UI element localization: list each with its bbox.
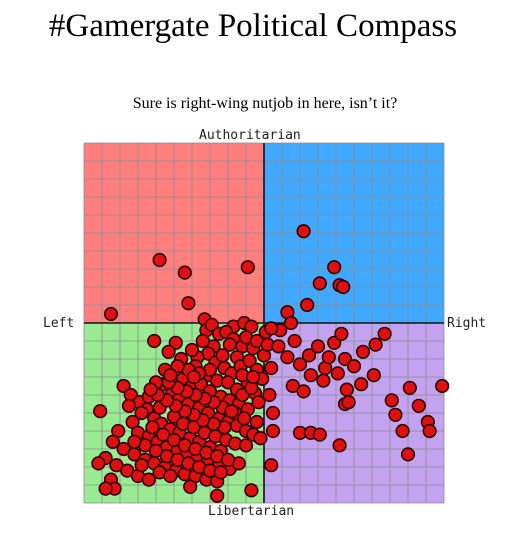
data-point xyxy=(316,373,331,388)
data-point xyxy=(244,483,259,498)
data-point xyxy=(220,452,236,467)
data-point xyxy=(163,368,178,383)
data-point xyxy=(354,377,369,392)
data-point xyxy=(163,468,178,484)
data-point xyxy=(145,420,160,435)
data-point xyxy=(143,382,158,397)
data-point xyxy=(127,434,142,449)
data-point xyxy=(327,260,342,275)
data-point xyxy=(337,351,353,367)
data-point xyxy=(280,350,295,365)
data-point xyxy=(177,265,192,280)
data-point xyxy=(152,252,167,268)
data-points xyxy=(91,224,450,503)
data-point xyxy=(388,407,403,422)
data-point xyxy=(292,357,308,372)
data-point xyxy=(265,405,281,421)
data-point xyxy=(312,276,327,291)
data-point xyxy=(210,488,225,503)
data-point xyxy=(141,472,156,487)
data-point xyxy=(312,427,327,442)
data-point xyxy=(105,434,120,449)
data-point xyxy=(271,339,286,354)
data-point xyxy=(435,378,450,394)
axis-label-authoritarian: Authoritarian xyxy=(199,128,301,143)
data-point xyxy=(265,423,281,439)
data-point xyxy=(332,438,347,453)
data-point xyxy=(204,317,219,332)
data-point xyxy=(355,344,371,359)
data-point xyxy=(296,224,311,239)
data-point xyxy=(321,350,336,365)
data-point xyxy=(237,411,252,426)
data-point xyxy=(301,348,317,363)
data-point xyxy=(181,296,196,311)
data-point xyxy=(264,360,279,376)
data-point xyxy=(366,368,381,383)
data-point xyxy=(186,369,201,385)
data-point xyxy=(168,335,183,350)
data-point xyxy=(213,465,228,480)
chart-subtitle: Sure is right-wing nutjob in here, isn’t… xyxy=(132,95,398,112)
data-point xyxy=(384,393,399,408)
axis-label-right: Right xyxy=(447,316,487,331)
axis-label-left: Left xyxy=(43,316,75,331)
data-point xyxy=(402,380,417,395)
data-point xyxy=(183,479,198,494)
data-point xyxy=(253,431,268,446)
data-point xyxy=(341,395,356,410)
data-point xyxy=(264,321,279,336)
data-point xyxy=(303,368,318,383)
data-point xyxy=(251,395,266,410)
data-point xyxy=(264,458,279,473)
data-point xyxy=(377,326,392,341)
data-point xyxy=(262,387,277,403)
data-point xyxy=(283,315,299,331)
data-point xyxy=(91,456,106,471)
data-point xyxy=(246,369,261,385)
data-point xyxy=(422,423,437,439)
data-point xyxy=(310,339,326,354)
data-point xyxy=(339,382,354,397)
axis-label-libertarian: Libertarian xyxy=(208,504,295,519)
data-point xyxy=(93,404,108,419)
data-point xyxy=(220,375,236,390)
data-point xyxy=(249,414,264,430)
data-point xyxy=(215,348,230,363)
data-point xyxy=(134,458,149,473)
data-point xyxy=(242,353,257,368)
data-point xyxy=(330,366,345,381)
chart-title: #Gamergate Political Compass xyxy=(48,8,458,44)
data-point xyxy=(336,279,351,295)
data-point xyxy=(116,378,131,394)
data-point xyxy=(184,342,200,358)
data-point xyxy=(346,359,362,374)
data-point xyxy=(300,297,315,313)
data-point xyxy=(400,447,416,462)
data-point xyxy=(240,260,255,275)
data-point xyxy=(296,384,311,399)
data-point xyxy=(411,398,426,413)
data-point xyxy=(98,481,113,496)
data-point xyxy=(334,326,349,341)
data-point xyxy=(161,344,176,359)
data-point xyxy=(170,359,185,374)
data-point xyxy=(235,387,250,403)
data-point xyxy=(103,306,119,322)
data-point xyxy=(395,423,410,439)
data-point xyxy=(121,398,137,413)
data-point xyxy=(195,333,210,349)
data-point xyxy=(287,333,302,349)
data-point xyxy=(327,335,342,350)
data-point xyxy=(134,405,149,421)
data-point xyxy=(368,337,383,352)
data-point xyxy=(147,333,162,349)
data-point xyxy=(224,404,239,419)
data-point xyxy=(238,438,254,453)
